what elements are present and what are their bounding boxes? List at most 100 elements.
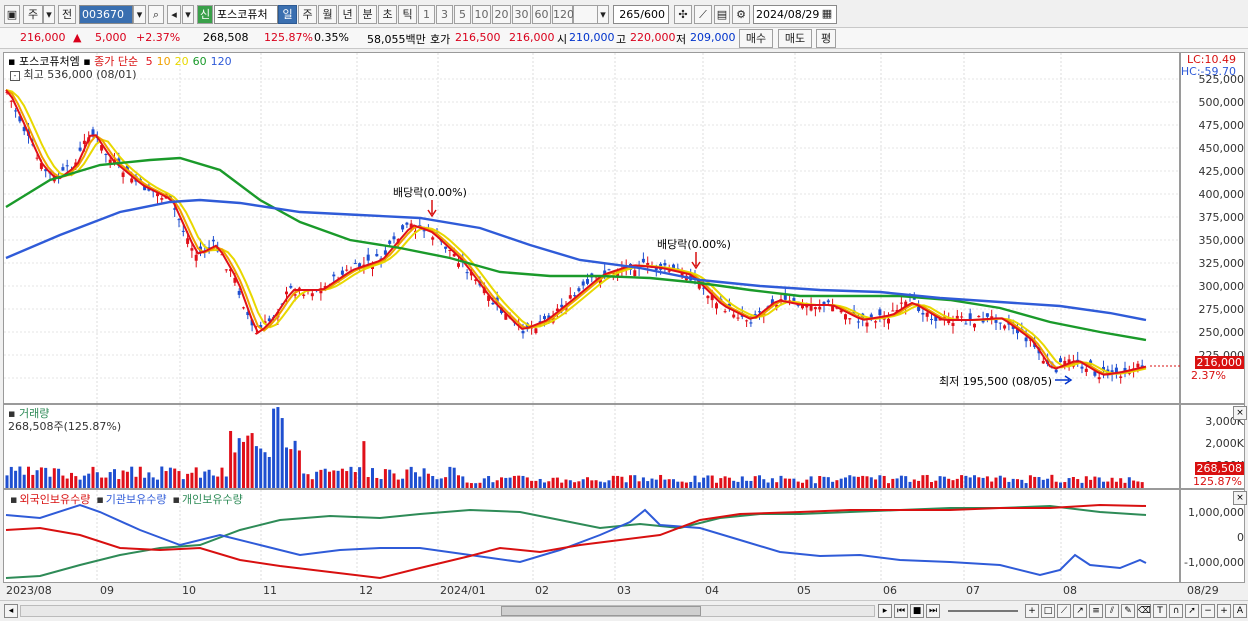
volume-bar: [186, 473, 190, 488]
volume-ratio: 125.87%: [264, 31, 313, 44]
sound-icon[interactable]: ◂: [167, 5, 181, 24]
text-icon[interactable]: T: [1153, 604, 1167, 618]
sell-button[interactable]: 매도: [778, 29, 812, 48]
calendar-icon[interactable]: ▦: [821, 7, 833, 20]
volume-bar: [620, 476, 624, 488]
average-button[interactable]: 평: [816, 29, 836, 48]
interval-button-1[interactable]: 1: [418, 5, 435, 24]
holdings-legend-1: 기관보유수량: [105, 493, 167, 506]
period-tab-5[interactable]: 초: [378, 5, 397, 24]
new-stock-badge[interactable]: 신: [197, 5, 213, 24]
volume-bar: [143, 477, 147, 488]
chart-tools-icon[interactable]: ✣: [674, 5, 692, 24]
volume-bar: [998, 475, 1002, 488]
horizontal-scrollbar[interactable]: [20, 605, 875, 617]
volume-bar: [887, 483, 890, 488]
zoom-out-icon[interactable]: −: [1201, 604, 1215, 618]
erase-icon[interactable]: ⌫: [1137, 604, 1151, 618]
price-chart-panel[interactable]: [3, 52, 1180, 404]
draw-tools-icon[interactable]: ⟋: [694, 5, 712, 24]
box-icon[interactable]: □: [1041, 604, 1055, 618]
trend-icon[interactable]: ↗: [1073, 604, 1087, 618]
custom-interval-dropdown-icon[interactable]: ▾: [597, 5, 609, 24]
menu-dot-icon-2[interactable]: ▪: [83, 55, 91, 68]
volume-bar: [164, 471, 168, 488]
period-tab-4[interactable]: 분: [358, 5, 377, 24]
candle-body: [749, 322, 753, 324]
candle-body: [555, 308, 559, 311]
arrow-tool-icon[interactable]: ➚: [1185, 604, 1199, 618]
interval-button-30[interactable]: 30: [512, 5, 531, 24]
volume-bar: [151, 477, 155, 488]
volume-bar: [831, 481, 835, 488]
sound-dropdown-icon[interactable]: ▾: [182, 5, 194, 24]
interval-button-10[interactable]: 10: [472, 5, 491, 24]
volume-chart-panel[interactable]: [3, 404, 1180, 489]
prev-button[interactable]: 전: [58, 5, 76, 24]
fib-icon[interactable]: ≡: [1089, 604, 1103, 618]
stop-icon[interactable]: ■: [910, 604, 924, 618]
window-menu-icon[interactable]: ▣: [4, 5, 20, 24]
period-tab-0[interactable]: 일: [278, 5, 297, 24]
collapse-icon[interactable]: -: [10, 71, 20, 81]
crosshair-icon[interactable]: +: [1025, 604, 1039, 618]
volume-bar: [211, 475, 215, 488]
price-tick-label: 300,000: [1198, 280, 1245, 293]
chart-canvas[interactable]: [0, 0, 1248, 600]
volume-bar: [723, 476, 727, 488]
ma-period-10: 10: [156, 55, 171, 68]
holdings-chart-panel[interactable]: [3, 489, 1180, 583]
count-field[interactable]: 265/600: [613, 5, 669, 24]
interval-button-5[interactable]: 5: [454, 5, 471, 24]
volume-close-icon[interactable]: ×: [1233, 406, 1247, 420]
font-size-icon[interactable]: A: [1233, 604, 1247, 618]
period-tab-6[interactable]: 틱: [398, 5, 417, 24]
scroll-left-icon[interactable]: ◂: [4, 604, 18, 618]
zoom-in-icon[interactable]: +: [1217, 604, 1231, 618]
interval-button-60[interactable]: 60: [532, 5, 551, 24]
pen-icon[interactable]: ✎: [1121, 604, 1135, 618]
holdings-menu-dot-icon[interactable]: ▪: [172, 493, 180, 506]
ma120-line: [5, 198, 1147, 322]
volume-bar: [955, 478, 959, 488]
period-tab-1[interactable]: 주: [298, 5, 317, 24]
period-tab-3[interactable]: 년: [338, 5, 357, 24]
period-tab-2[interactable]: 월: [318, 5, 337, 24]
volume-bar: [418, 476, 422, 488]
save-icon[interactable]: ▤: [714, 5, 730, 24]
menu-dot-icon-3[interactable]: ▪: [8, 407, 16, 420]
scroll-right-icon[interactable]: ▸: [878, 604, 892, 618]
period-main-select[interactable]: 주: [23, 5, 43, 24]
interval-button-120[interactable]: 120: [552, 5, 574, 24]
volume-bar: [276, 407, 280, 488]
zoom-slider[interactable]: [948, 610, 1018, 612]
candle-body: [117, 158, 121, 163]
period-dropdown-icon[interactable]: ▾: [43, 5, 55, 24]
volume-bar: [504, 477, 508, 488]
buy-button[interactable]: 매수: [739, 29, 773, 48]
candle-body: [770, 299, 774, 305]
interval-button-3[interactable]: 3: [436, 5, 453, 24]
volume-bar: [766, 482, 770, 488]
holdings-close-icon[interactable]: ×: [1233, 491, 1247, 505]
search-icon[interactable]: ⌕: [148, 5, 164, 24]
candle-body: [487, 295, 491, 301]
date-field[interactable]: 2024/08/29: [753, 5, 837, 24]
magnet-icon[interactable]: ∩: [1169, 604, 1183, 618]
volume-bar: [629, 475, 632, 488]
up-arrow-icon: ▲: [73, 31, 82, 44]
stock-code-input[interactable]: 003670: [79, 5, 133, 24]
menu-dot-icon[interactable]: ▪: [8, 55, 16, 68]
channel-icon[interactable]: ⫽: [1105, 604, 1119, 618]
holdings-menu-dot-icon[interactable]: ▪: [10, 493, 18, 506]
code-dropdown-icon[interactable]: ▾: [133, 5, 146, 24]
price-tick-label: 250,000: [1198, 326, 1245, 339]
interval-button-20[interactable]: 20: [492, 5, 511, 24]
holdings-menu-dot-icon[interactable]: ▪: [96, 493, 104, 506]
line-icon[interactable]: ⟋: [1057, 604, 1071, 618]
go-first-icon[interactable]: ⏮: [894, 604, 908, 618]
candle-body: [65, 165, 69, 167]
scrollbar-thumb[interactable]: [501, 606, 701, 616]
go-last-icon[interactable]: ⏭: [926, 604, 940, 618]
settings-gear-icon[interactable]: ⚙: [732, 5, 750, 24]
